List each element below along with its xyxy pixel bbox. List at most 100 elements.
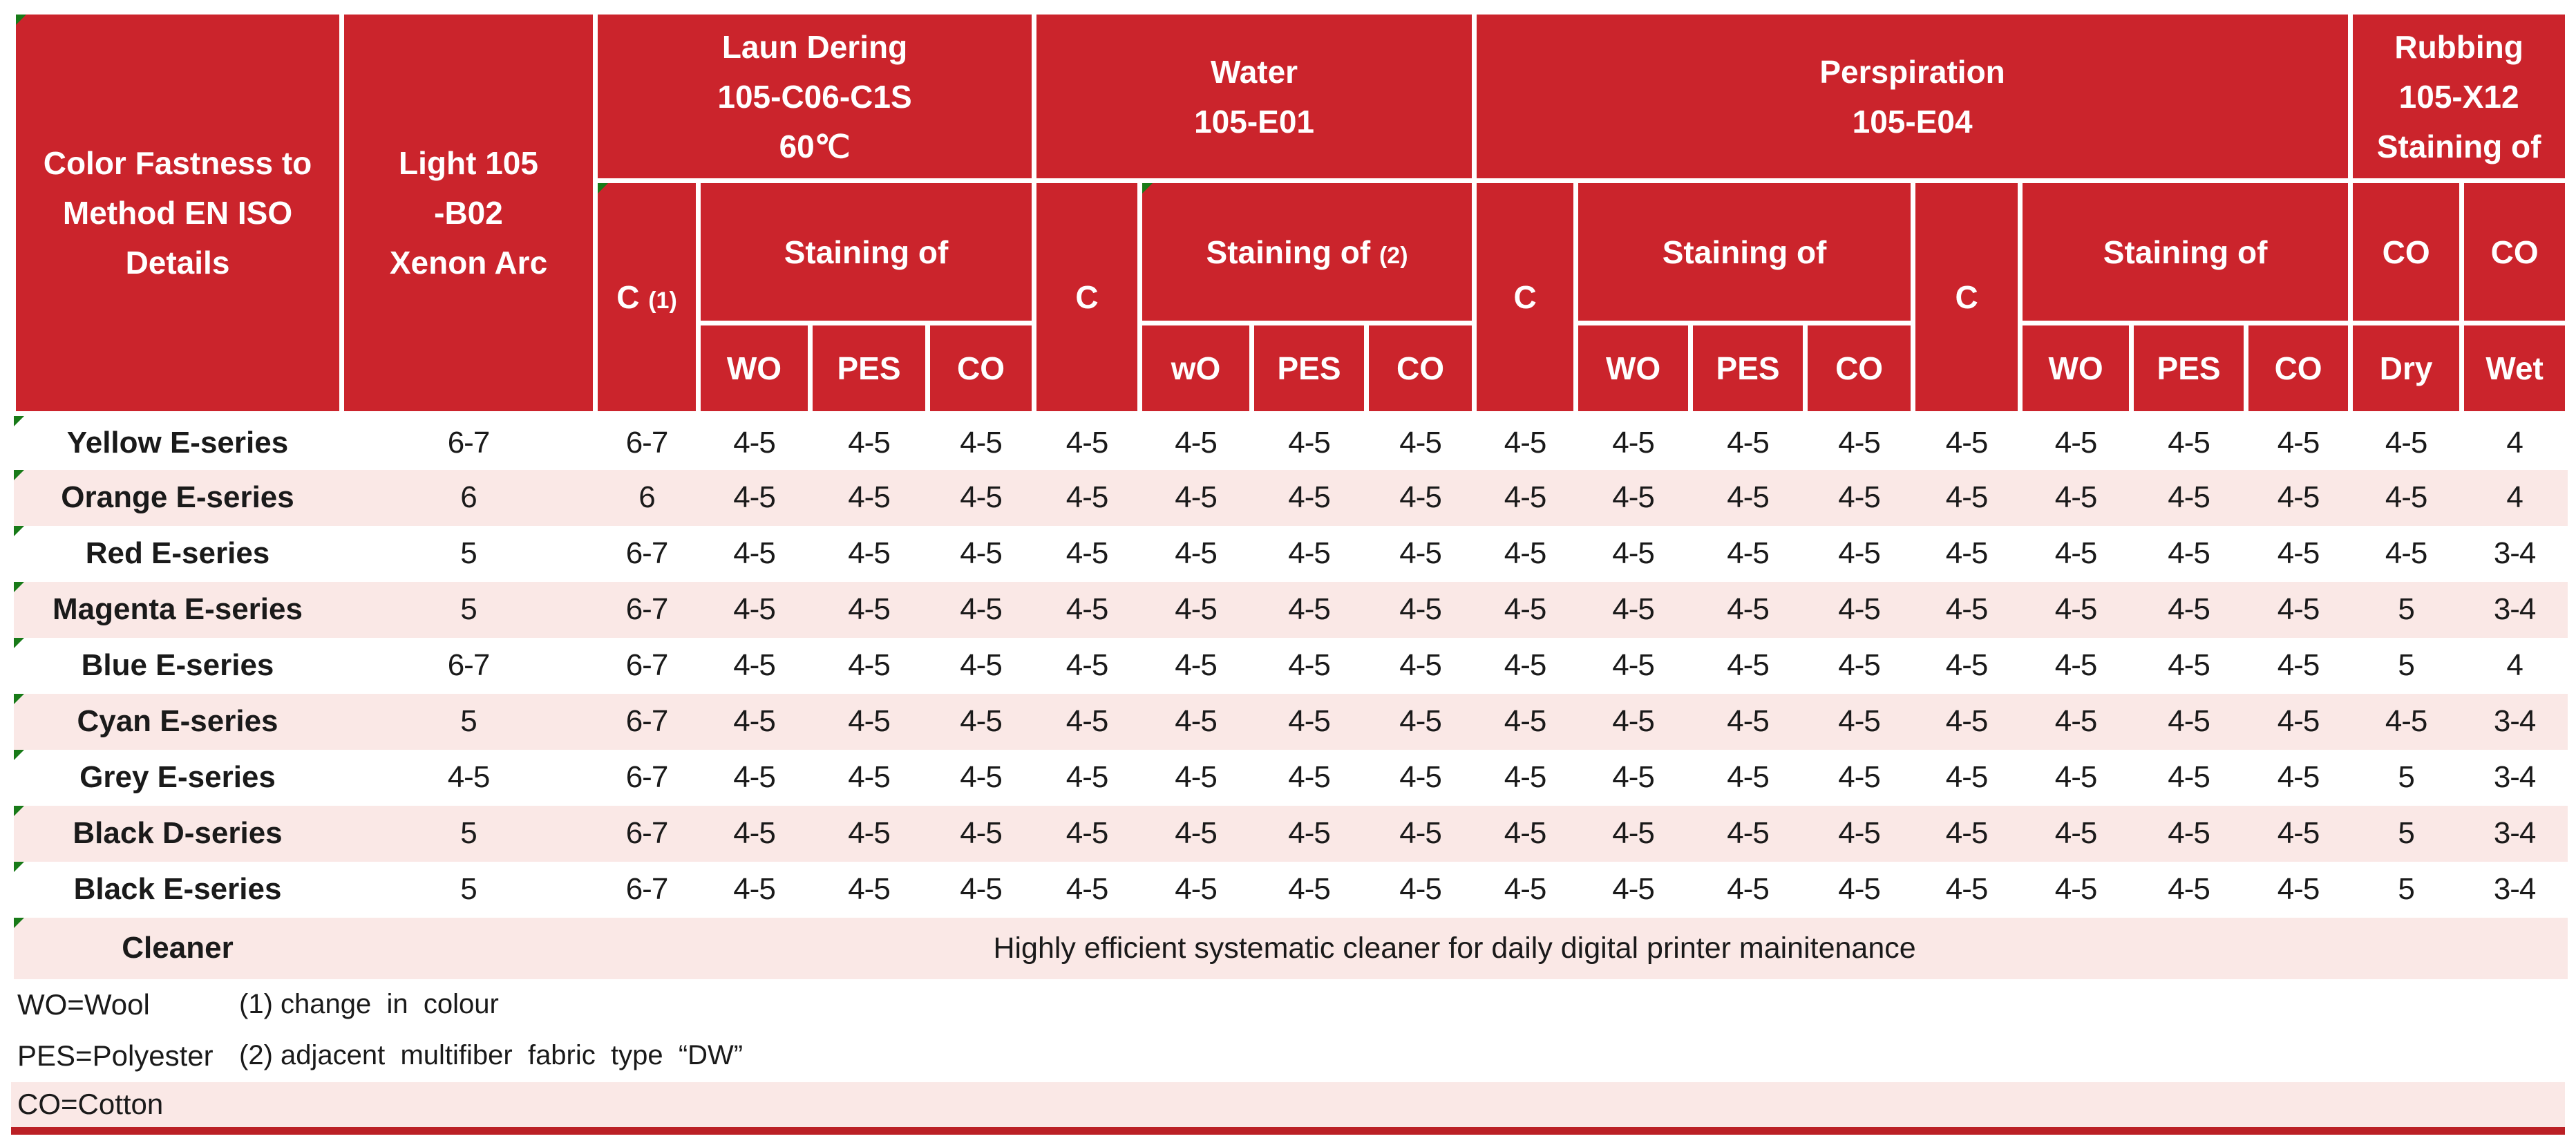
value-cell: 4-5	[1727, 592, 1770, 626]
row-name: Black E-series	[13, 861, 342, 918]
value-cell: 4-5	[1504, 648, 1547, 682]
value-cell: 4-5	[1838, 425, 1881, 460]
value-cell: 3-4	[2493, 872, 2537, 906]
excel-flag-icon	[13, 693, 24, 704]
header-col-wo: WO	[1573, 321, 1694, 416]
excel-flag-icon	[13, 917, 24, 928]
row-name: Magenta E-series	[13, 581, 342, 638]
value-cell: 4-5	[848, 480, 891, 514]
value-cell: 4-5	[2054, 536, 2098, 570]
value-cell: 6-7	[625, 536, 669, 570]
value-cell: 4-5	[2277, 872, 2320, 906]
value-cell: 4	[2506, 480, 2523, 514]
value-cell: 4-5	[2168, 704, 2210, 738]
value-cell: 4-5	[733, 648, 776, 682]
legend-wo: WO=Wool	[17, 988, 150, 1021]
header-details: Color Fastness to Method EN ISO Details	[11, 10, 344, 416]
value-cell: 4-5	[2277, 760, 2320, 794]
value-cell: 4-5	[1727, 816, 1770, 850]
value-cell: 4-5	[960, 872, 1003, 906]
header-details-line: Method EN ISO	[62, 195, 293, 231]
value-cell: 6-7	[625, 872, 669, 906]
header-water-line: 105-E01	[1194, 103, 1314, 140]
value-cell: 4-5	[1175, 536, 1218, 570]
row-name: Red E-series	[13, 525, 342, 582]
value-cell: 4-5	[1066, 536, 1109, 570]
value-cell: 6-7	[625, 648, 669, 682]
header-laundering-group: Laun Dering 105-C06-C1S 60℃	[592, 10, 1037, 183]
header-col-wo: wO	[1137, 321, 1255, 416]
value-cell: 4-5	[848, 536, 891, 570]
value-cell: 3-4	[2493, 704, 2537, 738]
header-details-line: Details	[125, 245, 230, 281]
row-name: Cyan E-series	[13, 693, 342, 750]
header-rubbing-line: Rubbing	[2394, 28, 2523, 65]
value-cell: 5	[460, 536, 477, 570]
co-label: CO	[2490, 234, 2539, 270]
value-cell: 4	[2506, 648, 2523, 682]
value-cell: 4-5	[1504, 592, 1547, 626]
value-cell: 4-5	[1399, 592, 1442, 626]
table-row: Grey E-series 4-5 6-7 4-5 4-5 4-5 4-5 4-5 4-5 4-5…	[13, 749, 2568, 806]
row-name-label: Cleaner	[122, 931, 234, 965]
row-name: Grey E-series	[13, 749, 342, 806]
value-cell: 4-5	[1066, 480, 1109, 514]
value-cell: 4-5	[960, 816, 1003, 850]
header-laundering-c: C (1)	[593, 178, 701, 416]
value-cell: 4-5	[733, 816, 776, 850]
footnote-1: (1) change in colour	[239, 989, 499, 1019]
value-cell: 4-5	[1504, 536, 1547, 570]
row-name-label: Black D-series	[73, 816, 283, 850]
value-cell: 4-5	[848, 648, 891, 682]
header-rubbing-line: 105-X12	[2398, 78, 2519, 115]
header-light: Light 105 -B02 Xenon Arc	[339, 10, 598, 416]
value-cell: 6	[638, 480, 655, 514]
value-cell: 4-5	[1612, 816, 1655, 850]
value-cell: 4-5	[2168, 536, 2210, 570]
value-cell: 4-5	[1399, 536, 1442, 570]
value-cell: 4-5	[1945, 704, 1989, 738]
value-cell: 4-5	[1066, 592, 1109, 626]
header-details-line: Color Fastness to	[43, 145, 312, 181]
header-perspiration-line: 105-E04	[1852, 103, 1973, 140]
value-cell: 4-5	[1612, 872, 1655, 906]
value-cell: 4-5	[1288, 480, 1331, 514]
value-cell: 4-5	[1945, 648, 1989, 682]
excel-flag-icon	[13, 637, 24, 648]
header-col-pes: PES	[808, 321, 930, 416]
value-cell: 4-5	[733, 480, 776, 514]
value-cell: 4-5	[1838, 536, 1881, 570]
value-cell: 4-5	[1175, 872, 1218, 906]
excel-flag-icon	[13, 469, 24, 480]
value-cell: 4-5	[1838, 704, 1881, 738]
value-cell: 4-5	[960, 536, 1003, 570]
row-name: Orange E-series	[13, 469, 342, 526]
excel-flag-icon	[13, 416, 24, 426]
c-label: C	[1513, 279, 1537, 315]
value-cell: 4-5	[1612, 592, 1655, 626]
value-cell: 4-5	[2054, 872, 2098, 906]
value-cell: 4-5	[733, 592, 776, 626]
value-cell: 5	[2398, 648, 2414, 682]
table-row: Orange E-series 6 6 4-5 4-5 4-5 4-5 4-5 4-5 4-5 4-…	[13, 469, 2568, 526]
value-cell: 4-5	[1399, 816, 1442, 850]
excel-flag-icon	[13, 749, 24, 760]
value-cell: 4-5	[2277, 816, 2320, 850]
value-cell: 4-5	[1066, 872, 1109, 906]
value-cell: 4-5	[2168, 425, 2210, 460]
value-cell: 4-5	[2168, 872, 2210, 906]
value-cell: 4-5	[1504, 760, 1547, 794]
legend-co-band: CO=Cotton	[11, 1081, 2565, 1127]
value-cell: 4-5	[1175, 704, 1218, 738]
value-cell: 4-5	[1838, 872, 1881, 906]
value-cell: 4-5	[1399, 872, 1442, 906]
value-cell: 4-5	[1945, 760, 1989, 794]
value-cell: 4-5	[1175, 425, 1218, 460]
header-light-line: -B02	[434, 195, 503, 231]
header-laundering-line: 105-C06-C1S	[717, 78, 912, 115]
value-cell: 4-5	[1399, 760, 1442, 794]
value-cell: 5	[460, 592, 477, 626]
value-cell: 4-5	[1175, 480, 1218, 514]
value-cell: 4-5	[848, 760, 891, 794]
c-label: C	[1075, 279, 1099, 315]
